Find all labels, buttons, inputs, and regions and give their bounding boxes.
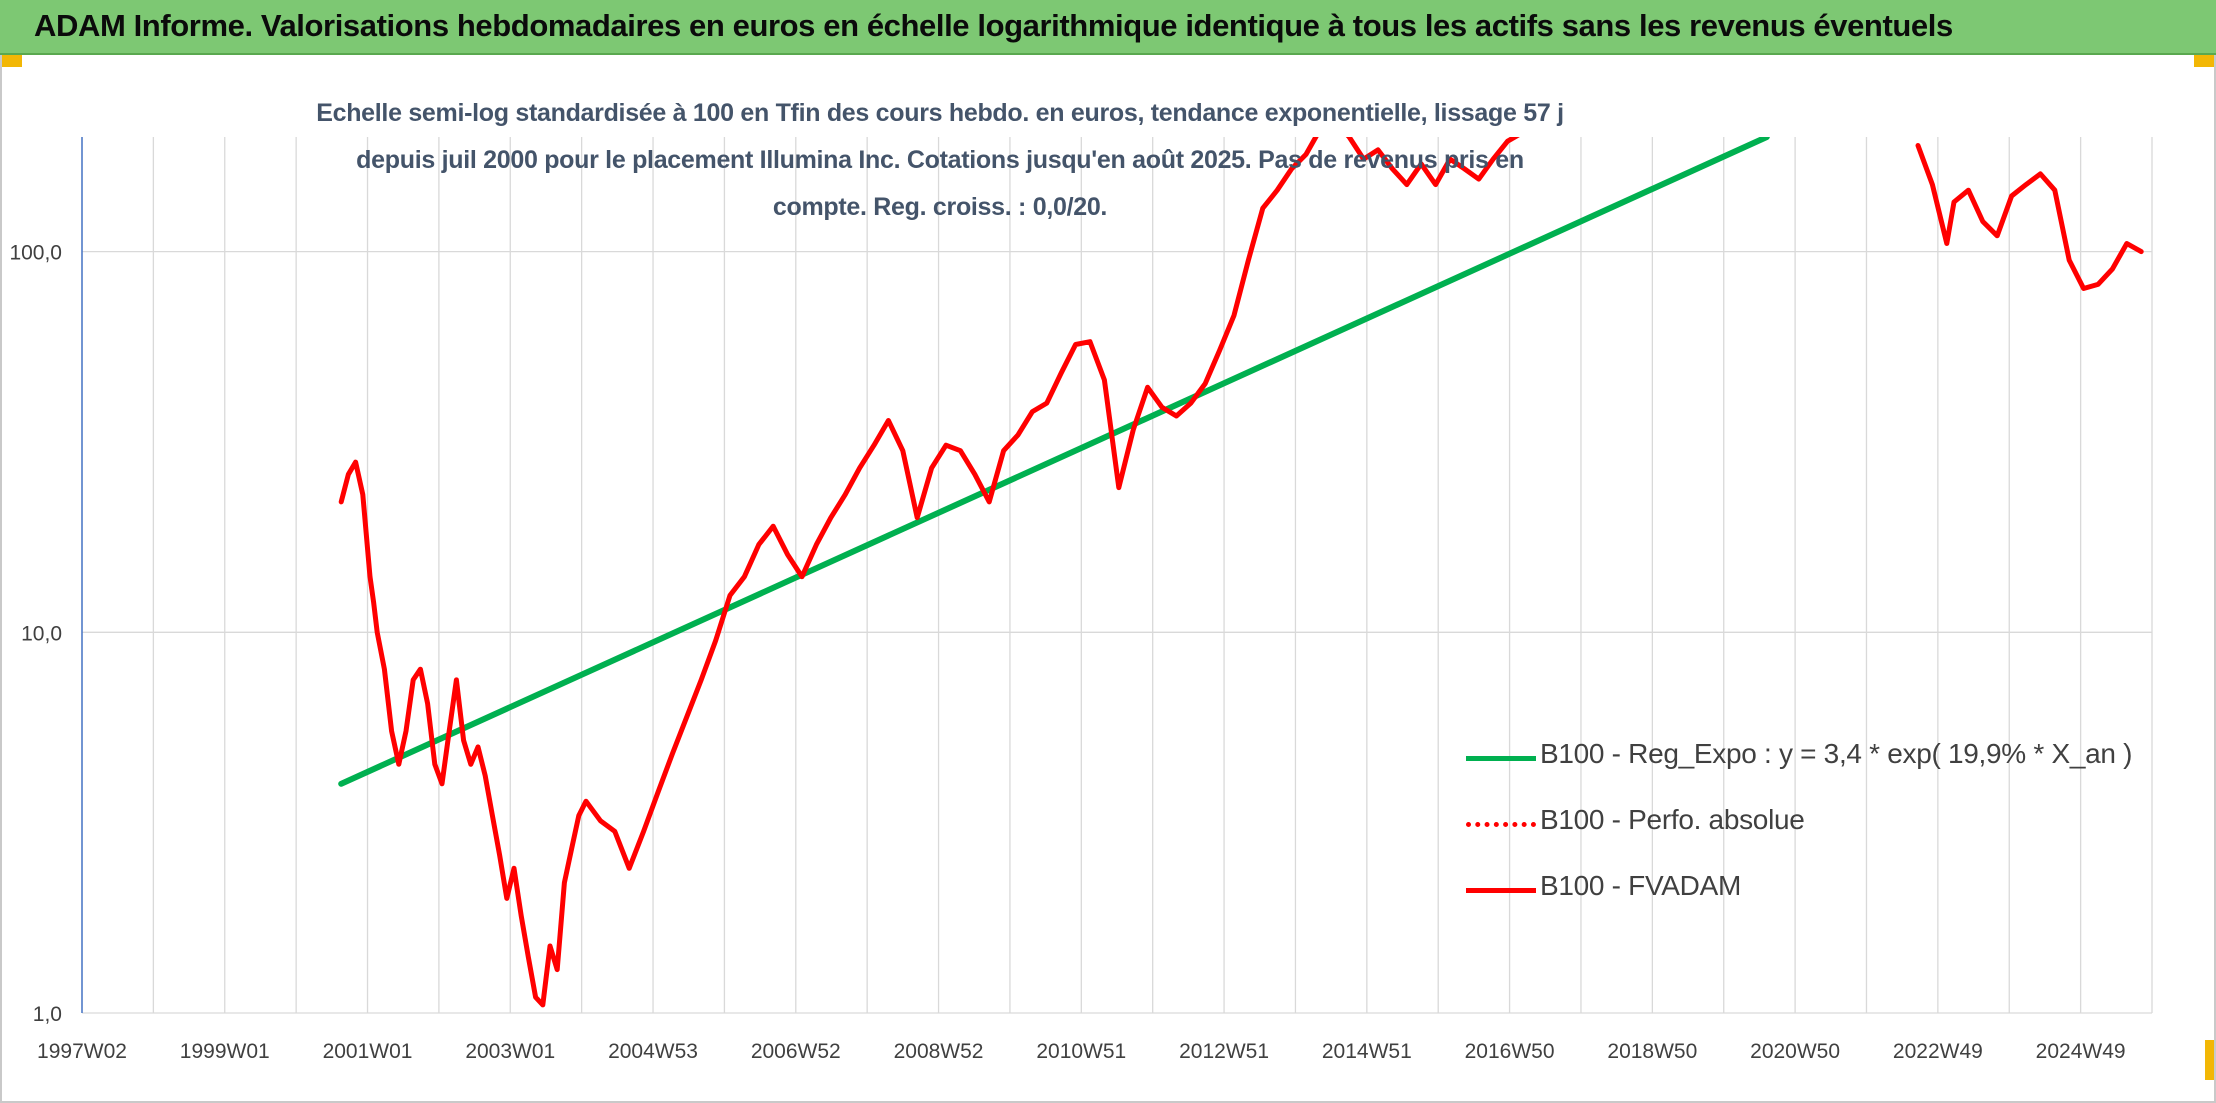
grid-lines [82, 137, 2153, 1014]
legend-label-fvadam: B100 - FVADAM [1540, 870, 1741, 901]
legend-label-regression: B100 - Reg_Expo : y = 3,4 * exp( 19,9% *… [1540, 738, 2133, 769]
corner-mark-bottom-right [2205, 1040, 2216, 1080]
x-tick-label: 2024W49 [2036, 1040, 2126, 1063]
series-line-0 [338, 137, 1770, 787]
x-tick-label: 2012W51 [1179, 1040, 1269, 1063]
x-tick-label: 2022W49 [1893, 1040, 1983, 1063]
y-tick-label: 100,0 [9, 242, 62, 265]
banner: ADAM Informe. Valorisations hebdomadaire… [0, 0, 2216, 55]
y-tick-label: 10,0 [21, 622, 62, 645]
corner-mark-right [2194, 55, 2216, 67]
legend-swatch-fvadam [1466, 888, 1536, 893]
tick-labels: 1,0 10,0 100,0 1997W02 1999W01 2001W01 2003W01… [9, 242, 2125, 1063]
x-tick-label: 2010W51 [1036, 1040, 1126, 1063]
x-tick-label: 2014W51 [1322, 1040, 1412, 1063]
legend-swatch-regression [1466, 756, 1536, 761]
x-tick-label: 2016W50 [1465, 1040, 1555, 1063]
x-tick-label: 2006W52 [751, 1040, 841, 1063]
chart-frame [0, 55, 2216, 1103]
x-tick-label: 2003W01 [465, 1040, 555, 1063]
legend-label-perfo: B100 - Perfo. absolue [1540, 804, 1805, 835]
x-tick-label: 2004W53 [608, 1040, 698, 1063]
legend-swatch-perfo [1466, 822, 1536, 827]
y-tick-label: 1,0 [33, 1003, 62, 1026]
x-tick-label: 2018W50 [1607, 1040, 1697, 1063]
series-line-3 [1915, 143, 2144, 291]
x-tick-label: 2020W50 [1750, 1040, 1840, 1063]
series-lines [338, 137, 2144, 1008]
x-tick-label: 1997W02 [37, 1040, 127, 1063]
banner-title: ADAM Informe. Valorisations hebdomadaire… [34, 8, 1953, 43]
x-tick-label: 1999W01 [180, 1040, 270, 1063]
chart-title: Echelle semi-log standardisée à 100 en T… [316, 99, 1564, 221]
x-tick-label: 2001W01 [323, 1040, 413, 1063]
corner-mark-left [0, 55, 22, 67]
x-tick-label: 2008W52 [894, 1040, 984, 1063]
series-line-2 [338, 137, 1520, 1008]
